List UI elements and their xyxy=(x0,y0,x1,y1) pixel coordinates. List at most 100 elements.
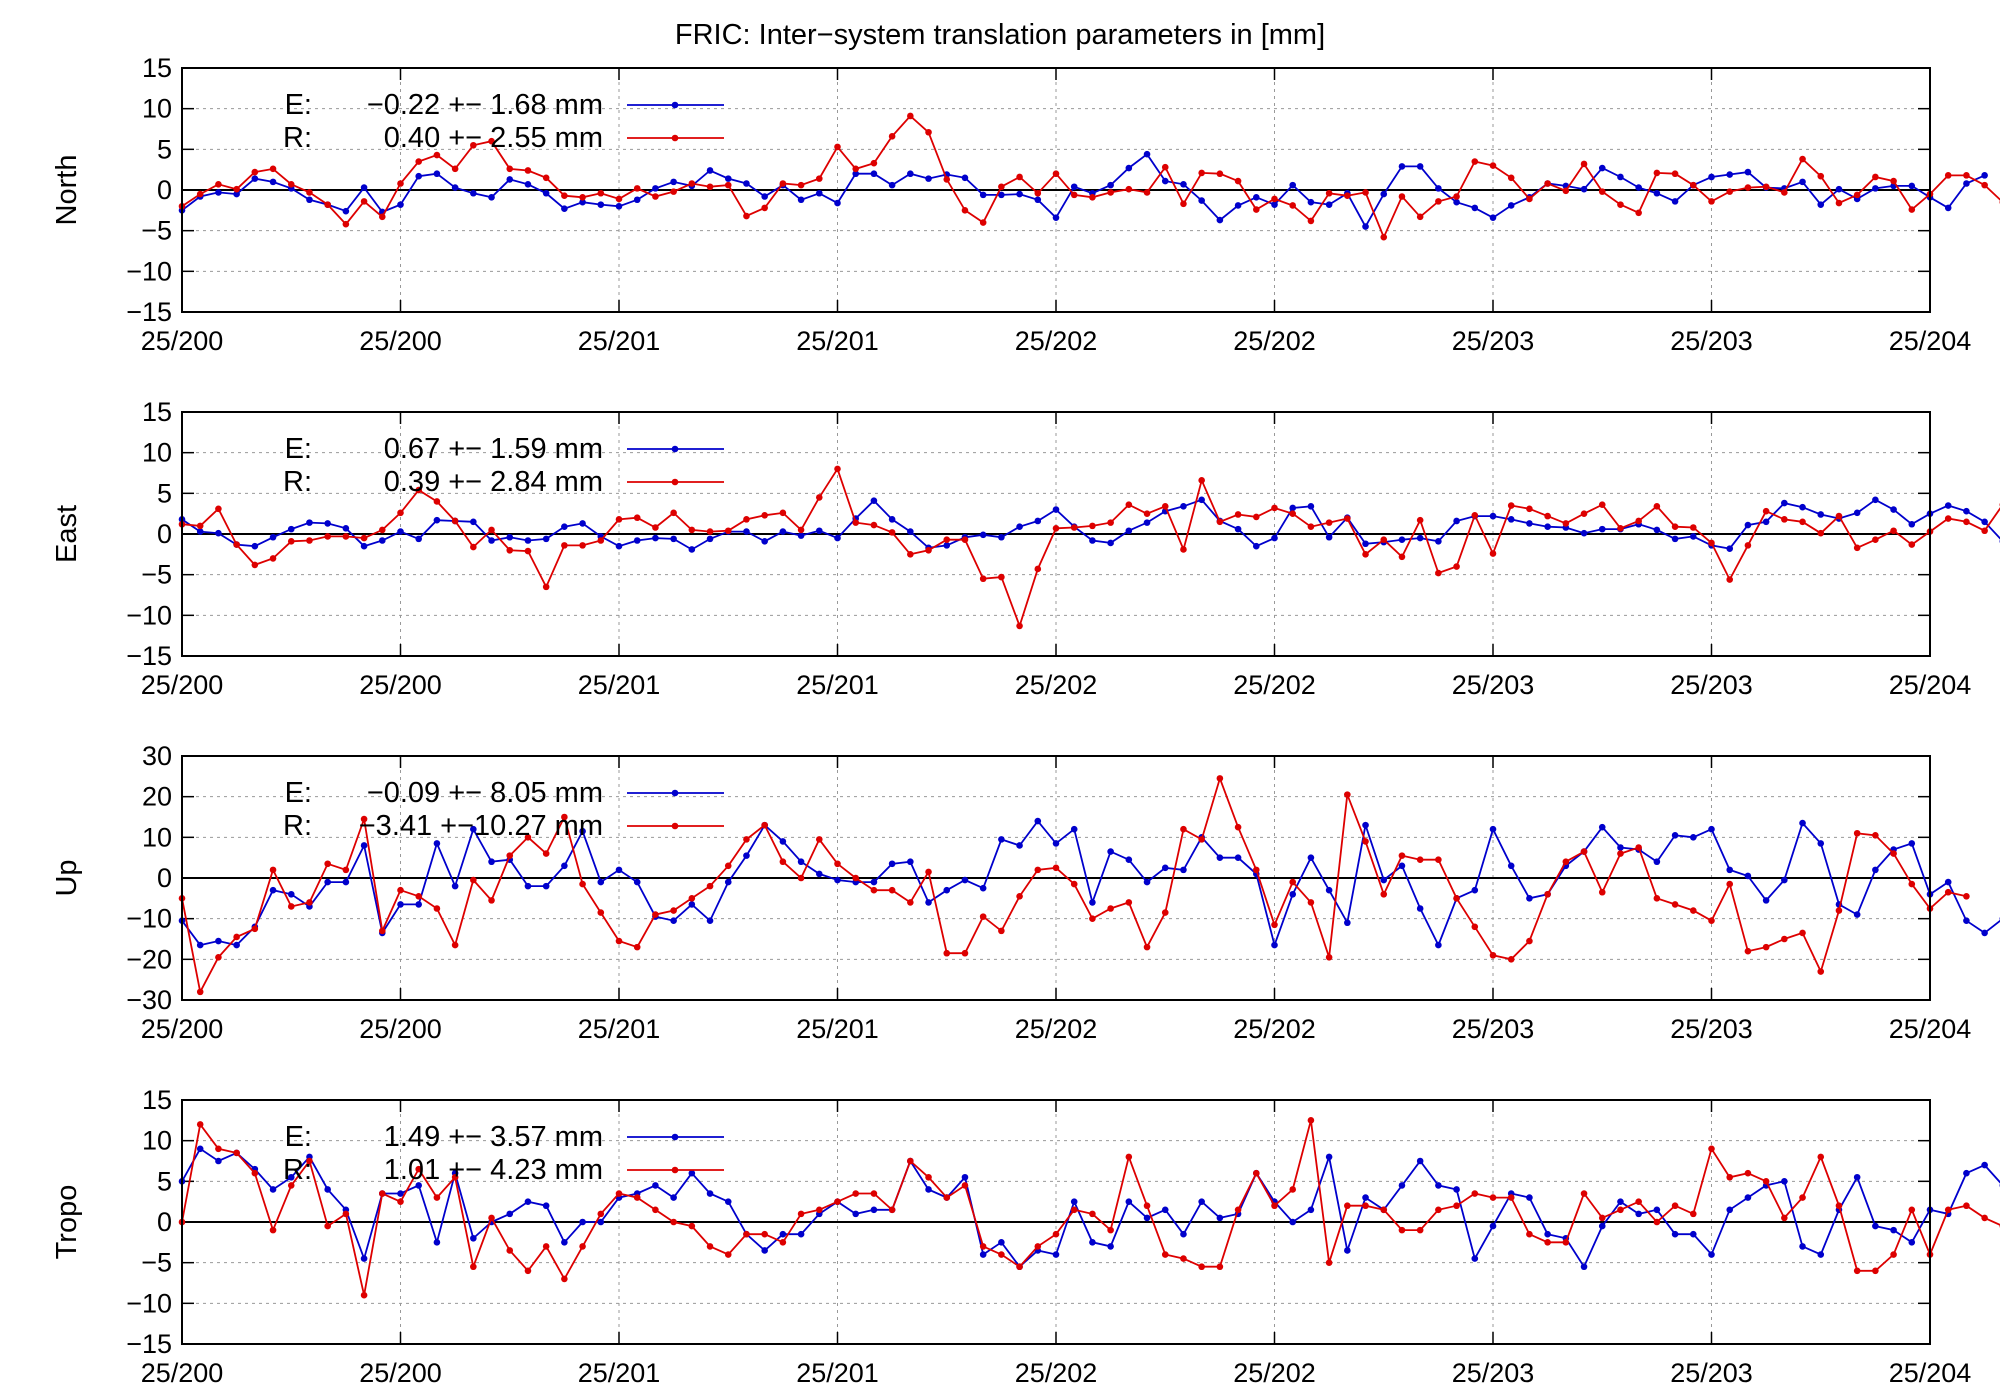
y-tick-label: 20 xyxy=(142,782,172,812)
data-point-e xyxy=(615,202,623,210)
data-point-e xyxy=(1617,173,1624,181)
data-point-r xyxy=(1580,848,1588,855)
data-point-e xyxy=(1817,201,1825,208)
data-point-r xyxy=(1781,516,1788,523)
data-point-r xyxy=(1617,850,1624,857)
legend-marker-e xyxy=(671,101,679,109)
y-tick-label: 0 xyxy=(157,863,172,893)
x-tick-label: 25/201 xyxy=(796,1358,879,1388)
data-point-e xyxy=(397,528,404,535)
legend-stat-r: 0.40 +− 2.55 mm xyxy=(384,122,603,154)
data-point-r xyxy=(524,834,532,841)
data-point-r xyxy=(1252,866,1260,874)
y-tick-label: −20 xyxy=(126,944,172,974)
data-point-r xyxy=(1963,518,1970,526)
data-point-e xyxy=(1216,854,1224,861)
panel-north: −15 −10 −5 0 5 10 15 25/200 25/200 25/201 25/201 25… xyxy=(51,53,2000,356)
x-tick-label: 25/203 xyxy=(1452,1358,1535,1388)
data-point-r xyxy=(1362,189,1369,196)
data-point-e xyxy=(797,532,805,539)
x-tick-label: 25/202 xyxy=(1015,670,1098,700)
data-point-e xyxy=(1398,862,1406,870)
data-point-r xyxy=(633,185,641,192)
data-point-e xyxy=(633,537,641,544)
data-point-r xyxy=(1963,893,1970,900)
data-point-r xyxy=(1544,512,1551,520)
data-point-r xyxy=(797,526,805,534)
data-point-e xyxy=(1307,198,1315,206)
data-point-e xyxy=(397,901,404,908)
data-point-r xyxy=(251,925,259,933)
data-point-e xyxy=(342,207,350,215)
data-point-r xyxy=(1271,921,1278,929)
data-point-r xyxy=(506,546,514,554)
data-point-e xyxy=(1944,204,1952,212)
data-point-e xyxy=(1143,878,1151,886)
data-point-e xyxy=(888,516,896,523)
data-point-r xyxy=(561,813,568,821)
data-point-r xyxy=(815,494,823,501)
data-point-r xyxy=(1125,1153,1133,1161)
data-point-r xyxy=(1580,1190,1588,1197)
data-point-e xyxy=(870,497,878,504)
data-point-e xyxy=(1089,537,1096,544)
data-point-e xyxy=(670,1194,677,1201)
data-point-e xyxy=(1544,523,1551,530)
plot-frame xyxy=(181,755,1931,1001)
data-point-r xyxy=(1034,189,1042,197)
data-point-r xyxy=(433,905,441,912)
data-point-r xyxy=(470,543,477,551)
panel-up: −30 −20 −10 0 10 20 30 25/200 25/200 25/201 25/201… xyxy=(51,741,2000,1044)
data-point-e xyxy=(1016,842,1023,849)
data-point-e xyxy=(743,180,750,187)
data-point-r xyxy=(815,836,823,843)
legend-stat-r: 0.39 +− 2.84 mm xyxy=(384,466,603,498)
data-point-e xyxy=(1362,223,1369,230)
data-point-r xyxy=(1161,503,1169,510)
y-tick-label: −15 xyxy=(126,297,172,327)
data-point-e xyxy=(1781,499,1788,507)
data-point-r xyxy=(1325,519,1333,526)
data-point-r xyxy=(1781,189,1788,196)
data-point-r xyxy=(1853,191,1861,199)
data-point-e xyxy=(561,523,568,530)
y-tick-label: −10 xyxy=(126,904,172,934)
data-point-r xyxy=(360,198,368,205)
data-point-e xyxy=(1125,527,1133,535)
data-point-r xyxy=(196,190,204,198)
data-point-r xyxy=(1726,1173,1734,1181)
data-point-e xyxy=(1671,198,1679,205)
data-point-e xyxy=(1416,1157,1424,1165)
x-tick-label: 25/202 xyxy=(1015,326,1098,356)
data-point-r xyxy=(251,168,259,176)
data-point-r xyxy=(433,1194,441,1201)
data-point-e xyxy=(688,546,696,553)
data-point-r xyxy=(1198,477,1205,484)
data-point-e xyxy=(1890,506,1897,513)
data-point-r xyxy=(943,1194,951,1201)
data-point-e xyxy=(1289,504,1297,512)
data-point-e xyxy=(1489,825,1497,833)
data-point-e xyxy=(324,520,331,527)
data-point-r xyxy=(1890,850,1897,857)
data-point-e xyxy=(1234,525,1242,533)
data-point-r xyxy=(597,537,605,544)
x-tick-label: 25/200 xyxy=(359,1014,442,1044)
data-point-r xyxy=(1180,825,1187,833)
data-point-e xyxy=(706,167,714,174)
legend-marker-e xyxy=(671,789,679,797)
data-point-e xyxy=(1580,1263,1588,1271)
data-point-r xyxy=(1562,858,1570,866)
data-point-e xyxy=(706,917,714,924)
data-point-e xyxy=(1089,1239,1096,1246)
data-point-e xyxy=(961,174,969,182)
data-point-r xyxy=(433,498,441,505)
data-point-r xyxy=(998,1251,1005,1258)
data-point-e xyxy=(1362,1194,1369,1201)
data-point-r xyxy=(779,1239,787,1246)
y-tick-label: −5 xyxy=(141,560,172,590)
data-point-e xyxy=(597,1218,605,1226)
x-tick-label: 25/200 xyxy=(141,326,224,356)
data-point-e xyxy=(1726,171,1734,178)
data-point-r xyxy=(542,583,550,591)
